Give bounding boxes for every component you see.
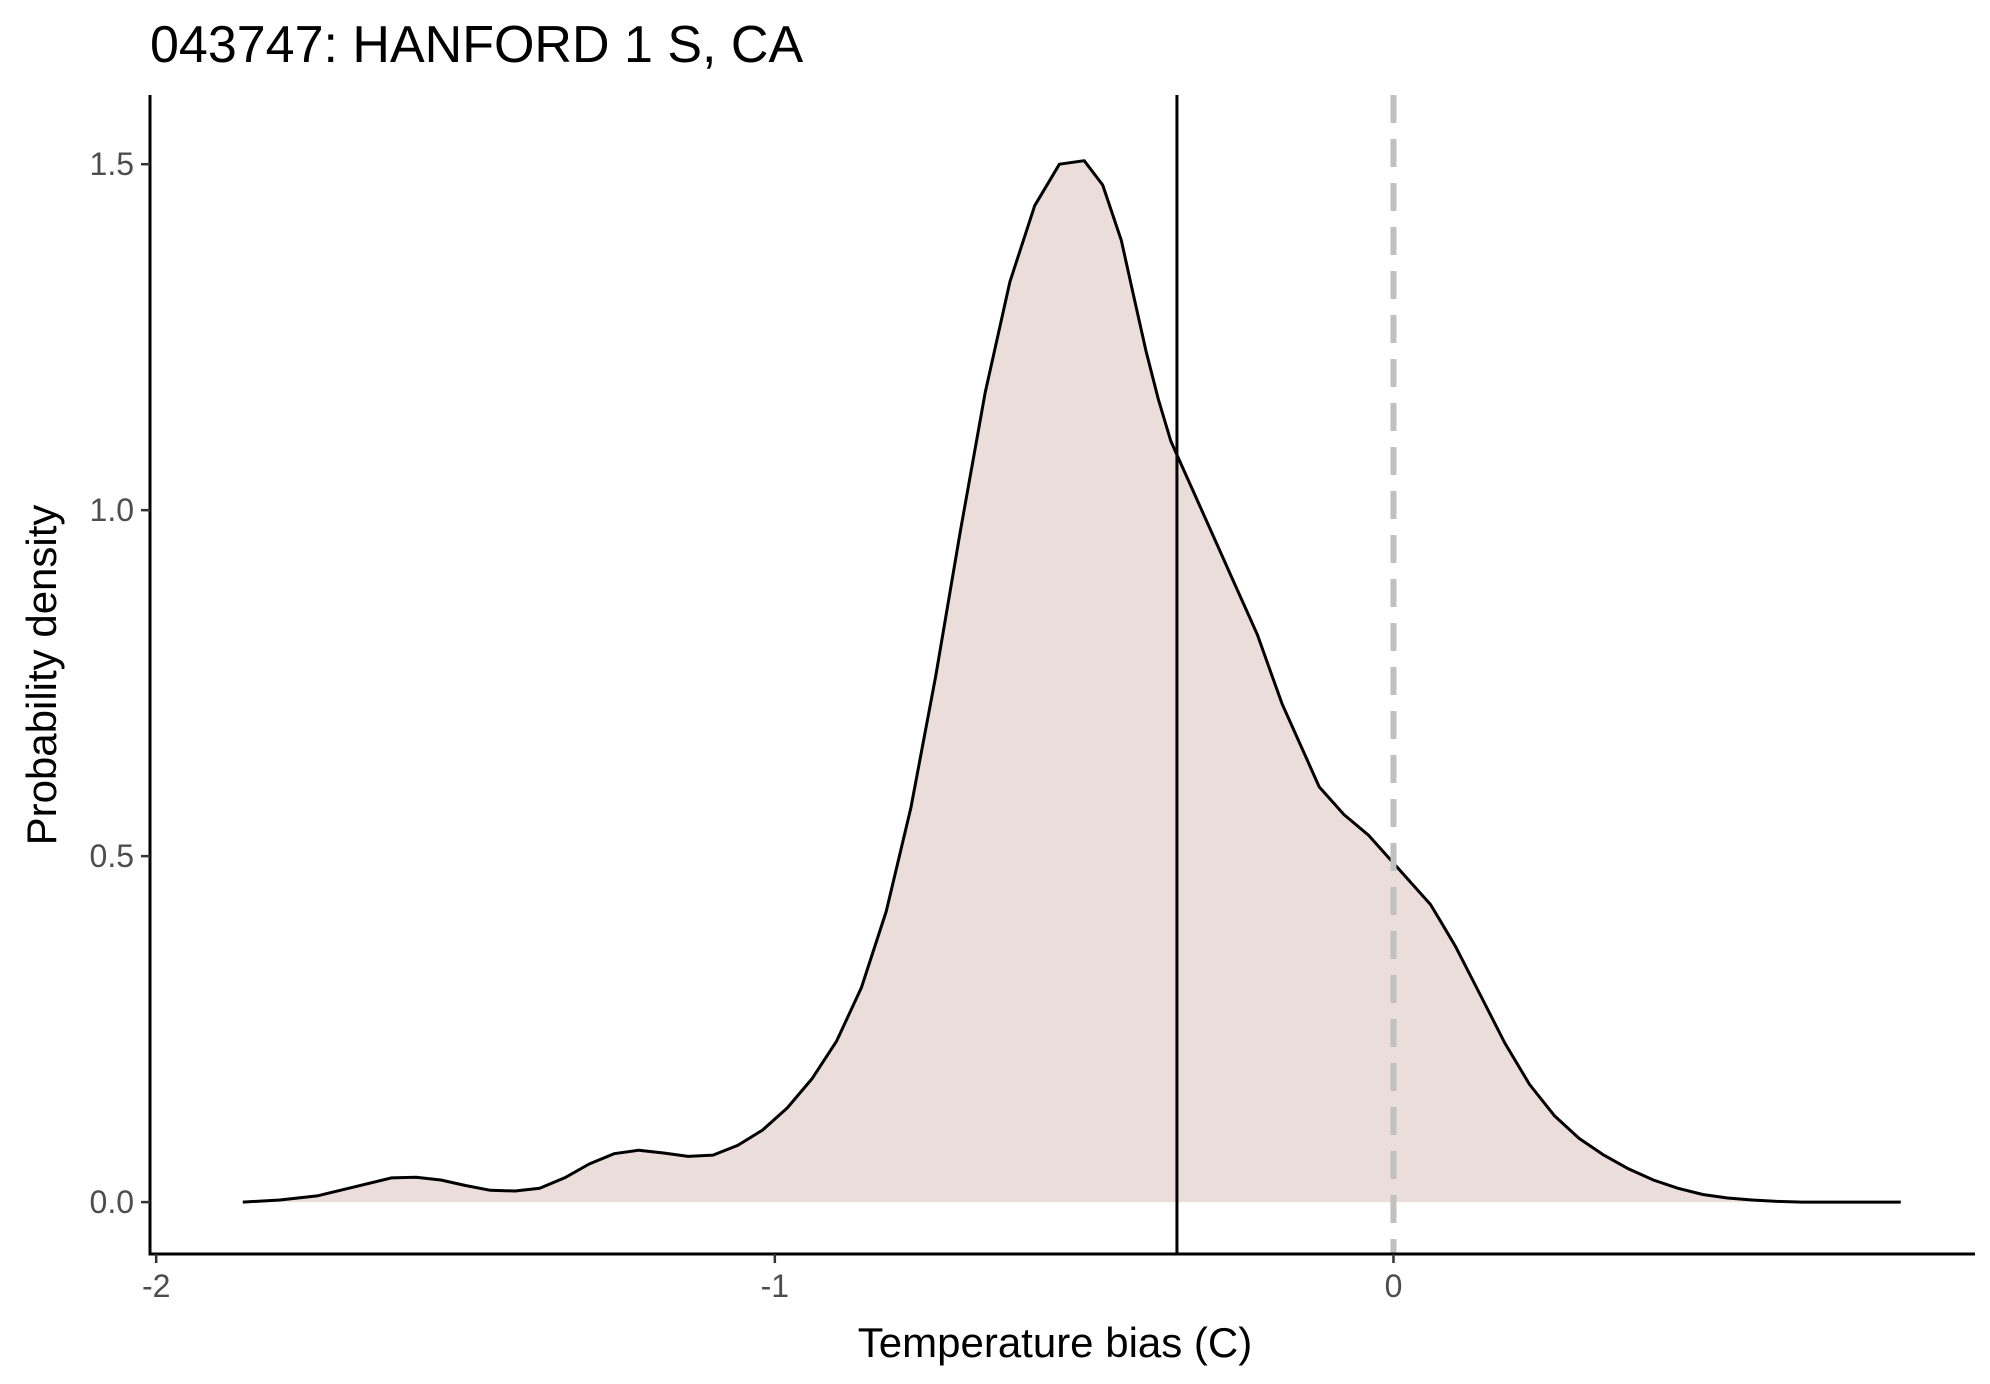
x-tick-label: -1 — [761, 1268, 789, 1304]
axes: -2 -1 0 0.0 0.5 1.0 1.5 — [90, 95, 1975, 1304]
density-area — [242, 160, 1901, 1203]
y-tick-label: 1.5 — [90, 146, 134, 182]
y-axis-title: Probability density — [18, 505, 65, 846]
y-tick-label: 0.5 — [90, 838, 134, 874]
y-tick-label: 1.0 — [90, 492, 134, 528]
y-tick-label: 0.0 — [90, 1184, 134, 1220]
plot-area — [242, 95, 1901, 1254]
chart-title: 043747: HANFORD 1 S, CA — [150, 16, 803, 74]
x-tick-label: 0 — [1385, 1268, 1403, 1304]
density-curve — [242, 159, 1901, 1204]
x-axis-title: Temperature bias (C) — [858, 1319, 1252, 1366]
x-tick-label: -2 — [142, 1268, 170, 1304]
